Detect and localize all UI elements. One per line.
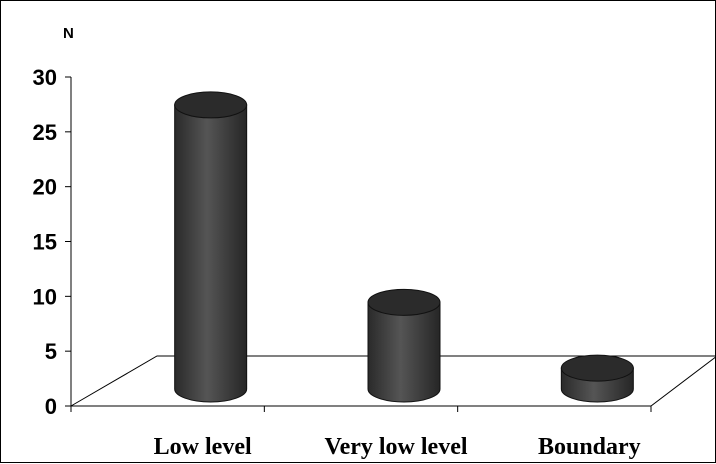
bar-body (367, 301, 441, 403)
category-labels: Low level Very low level Boundary (154, 434, 641, 460)
bar-body (174, 104, 248, 403)
bar (174, 91, 248, 403)
y-tick-label: 25 (33, 120, 57, 145)
bars-group (174, 91, 634, 403)
bar (560, 354, 634, 403)
bar-top (560, 354, 634, 382)
y-tick-label: 5 (45, 339, 57, 364)
y-tick-label: 30 (33, 65, 57, 90)
bar-top (367, 288, 441, 316)
y-tick-label: 20 (33, 175, 57, 200)
y-axis: 0 5 10 15 20 25 30 (33, 65, 652, 419)
category-label: Boundary (538, 434, 641, 460)
category-label: Low level (154, 434, 252, 460)
y-tick-label: 15 (33, 230, 57, 255)
y-tick-label: 0 (45, 394, 57, 419)
bar-top (174, 91, 248, 119)
y-axis-unit-label: N (63, 25, 74, 42)
category-label: Very low level (324, 434, 467, 460)
y-tick-label: 10 (33, 284, 57, 309)
bar (367, 288, 441, 403)
